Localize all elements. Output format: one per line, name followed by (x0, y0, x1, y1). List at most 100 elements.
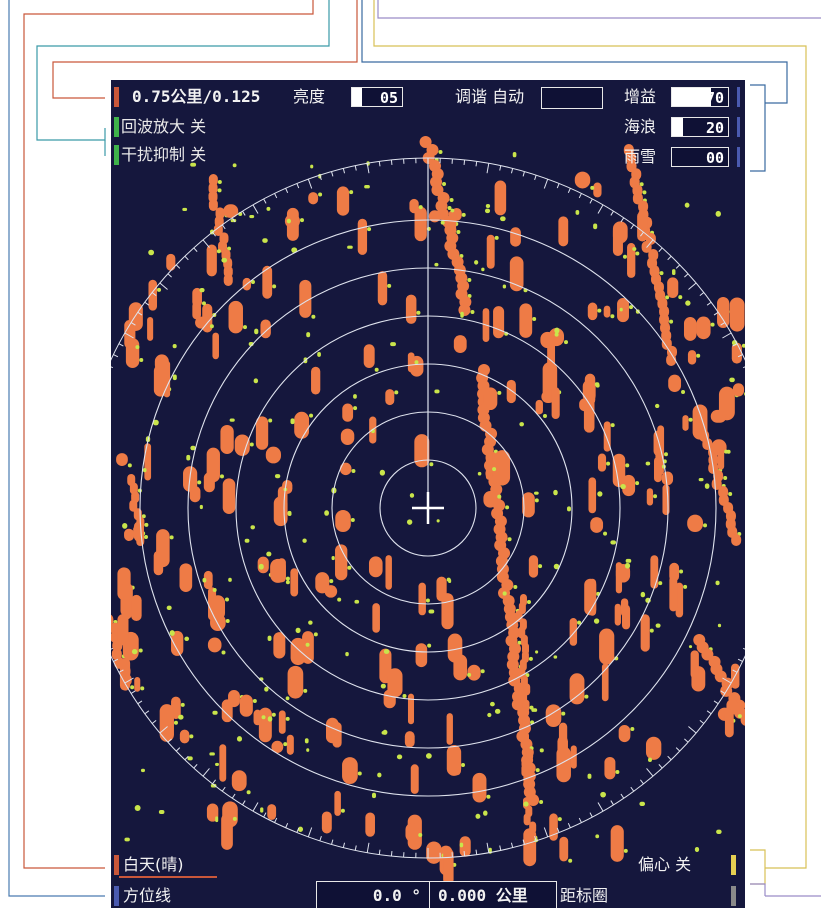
clutter-echo (661, 471, 674, 486)
echo-trail (467, 278, 472, 282)
echo-trail (685, 300, 691, 306)
bearing-tick (263, 198, 267, 204)
echo-trail (724, 449, 729, 454)
clutter-echo (729, 297, 745, 332)
rain-value[interactable]: 00 (671, 147, 729, 167)
echo-trail (306, 332, 311, 338)
echo-trail (212, 710, 218, 715)
clutter-echo (551, 387, 560, 420)
echo-stretch-status[interactable]: 回波放大 关 (121, 117, 207, 136)
clutter-echo (549, 813, 558, 841)
bearing-tick (212, 779, 216, 785)
echo-trail (436, 519, 440, 523)
echo-trail (287, 512, 292, 517)
echo-trail (553, 655, 558, 659)
echo-trail (134, 805, 141, 811)
range-readout[interactable]: 0.75公里/0.125 (132, 87, 261, 106)
bearing-tick (296, 827, 300, 833)
clutter-echo (601, 663, 609, 702)
echo-trail (324, 510, 329, 516)
clutter-echo (418, 582, 426, 616)
bearing-tick (354, 165, 357, 171)
clutter-echo (377, 271, 388, 306)
echo-trail (318, 192, 323, 197)
echo-trail (219, 474, 224, 479)
echo-trail (440, 220, 445, 225)
tuning-value[interactable] (541, 87, 603, 109)
bearing-tick (151, 292, 157, 296)
clutter-echo (610, 825, 624, 862)
clutter-echo (612, 453, 626, 488)
echo-trail (172, 344, 177, 349)
echo-trail (716, 829, 722, 834)
radar-display[interactable] (111, 80, 745, 908)
offcenter-status[interactable]: 偏心 关 (638, 855, 692, 874)
vrm-indicator (731, 886, 736, 906)
echo-trail (683, 584, 688, 589)
clutter-echo (290, 568, 299, 597)
clutter-echo (650, 555, 659, 589)
clutter-echo (410, 764, 419, 794)
bearing-tick (646, 239, 654, 248)
clutter-echo (220, 424, 234, 455)
echo-trail (285, 580, 290, 585)
bearing-tick (543, 827, 549, 838)
clutter-echo (599, 628, 615, 665)
clutter-echo (645, 736, 662, 760)
interference-status[interactable]: 干扰抑制 关 (121, 145, 207, 164)
echo-trail (244, 538, 250, 543)
clutter-echo (192, 287, 202, 307)
clutter-echo (221, 813, 233, 850)
clutter-echo (116, 453, 128, 466)
echo-trail (438, 150, 443, 154)
echo-trail (427, 643, 432, 648)
echo-trail (645, 461, 651, 466)
clutter-echo (522, 492, 535, 518)
clutter-echo (569, 673, 585, 705)
bearing-tick (699, 720, 705, 724)
echo-trail (416, 310, 421, 315)
clutter-echo (675, 582, 684, 618)
gain-value[interactable]: 70 (671, 87, 729, 107)
clutter-echo (273, 496, 288, 527)
vrm-label[interactable]: 距标圈 (560, 886, 609, 905)
clutter-echo (732, 383, 745, 397)
ebl-label[interactable]: 方位线 (123, 886, 172, 905)
bearing-tick (522, 171, 525, 177)
echo-trail (434, 389, 440, 394)
echo-trail (212, 587, 217, 592)
echo-trail (447, 206, 452, 210)
callout-vrm (377, 0, 821, 897)
echo-trail (169, 630, 175, 636)
clutter-echo (286, 734, 294, 755)
bearing-tick (499, 165, 502, 171)
echo-trail (628, 305, 633, 310)
clutter-echo (493, 306, 505, 339)
clutter-echo (692, 404, 708, 440)
streak-echo (711, 478, 722, 490)
echo-trail (302, 538, 307, 543)
clutter-echo (404, 731, 415, 748)
ebl-indicator (114, 886, 119, 906)
clutter-echo (335, 544, 348, 581)
echo-trail (594, 382, 600, 387)
bearing-tick (589, 812, 593, 818)
vrm-value-box[interactable]: 0.000 公里 (429, 881, 557, 908)
echo-trail (523, 801, 529, 807)
echo-trail (595, 834, 600, 839)
echo-trail (535, 768, 540, 773)
echo-trail (317, 351, 321, 357)
clutter-echo (446, 713, 453, 745)
echo-trail (532, 316, 537, 321)
bearing-tick (231, 217, 236, 223)
brightness-value[interactable]: 05 (351, 87, 403, 107)
ebl-value-box[interactable]: 0.0 ° (316, 881, 430, 908)
echo-trail (519, 422, 524, 427)
echo-trail (425, 598, 430, 603)
callout-echo-stretch (36, 0, 330, 141)
sea-value[interactable]: 20 (671, 117, 729, 137)
echo-trail (295, 627, 301, 634)
palette-mode[interactable]: 白天(晴) (123, 855, 184, 874)
bearing-tick (720, 322, 726, 326)
echo-trail (141, 514, 146, 519)
